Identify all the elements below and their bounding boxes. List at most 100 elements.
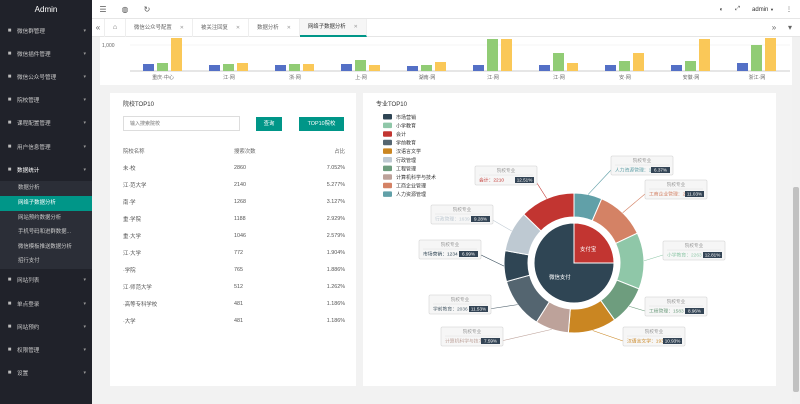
sidebar-item[interactable]: ■ 网站预约 ▾: [0, 315, 92, 338]
legend-swatch[interactable]: [383, 157, 392, 163]
sidebar-item[interactable]: ■ 用户信息管理 ▾: [0, 135, 92, 158]
refresh-icon[interactable]: ↻: [143, 4, 151, 14]
inner-pie-slice[interactable]: [573, 222, 615, 264]
sidebar-item[interactable]: ■ 数据统计 ▾: [0, 158, 92, 181]
slice-percent: 7.59%: [484, 339, 497, 344]
query-button[interactable]: 查询: [256, 117, 282, 131]
slice-name: 学前教育：2036: [433, 306, 468, 313]
chevron-down-icon: ▾: [83, 347, 86, 354]
legend-swatch[interactable]: [383, 182, 392, 189]
sidebar-item[interactable]: ■ 微信插件管理 ▾: [0, 42, 92, 65]
table-row: 重·大学 1046 2.579%: [123, 227, 345, 244]
tab-follow-reply[interactable]: 被关注回复 ✕: [193, 18, 250, 37]
legend-swatch[interactable]: [383, 165, 392, 172]
legend-label[interactable]: 学前教育: [396, 140, 416, 147]
user-menu[interactable]: admin ▼: [752, 7, 774, 13]
bar: [275, 65, 286, 71]
tab-prev-icon[interactable]: «: [95, 23, 101, 32]
label-leader-line: [500, 329, 552, 342]
sidebar-item[interactable]: ■ 微信公众号管理 ▾: [0, 65, 92, 88]
tab-next-icon[interactable]: »: [771, 23, 777, 32]
legend-label[interactable]: 市场营销: [396, 114, 416, 121]
sidebar-item-label: 权限管理: [17, 348, 40, 355]
legend-label[interactable]: 会计: [396, 131, 406, 138]
x-tick-label: 浙江·网: [749, 74, 766, 81]
legend-label[interactable]: 人力资源管理: [396, 191, 426, 198]
percent-badge-bg: [481, 338, 500, 344]
ratio: 3.127%: [326, 198, 345, 205]
chevron-down-icon: ▾: [83, 120, 86, 127]
legend-swatch[interactable]: [383, 174, 392, 180]
sidebar-subitem[interactable]: 微信模板推送数据分析: [18, 243, 72, 250]
fullscreen-icon[interactable]: ⤢: [735, 6, 741, 12]
legend-swatch[interactable]: [383, 139, 392, 146]
table-row: 未·校 2860 7.052%: [123, 159, 345, 176]
school-name: 江·师范大学: [123, 285, 152, 292]
top10-school-button[interactable]: TOP10院校: [299, 117, 344, 131]
theme-icon[interactable]: ◐: [719, 6, 724, 13]
sidebar-item-label: 微信群管理: [17, 28, 45, 35]
legend-swatch[interactable]: [383, 131, 392, 137]
sidebar-item[interactable]: ■ 课程配置管理 ▾: [0, 112, 92, 135]
sidebar-item[interactable]: ■ 网站列表 ▾: [0, 269, 92, 292]
tab-network-data[interactable]: 网络子数据分析 ✕: [299, 18, 367, 37]
legend-label[interactable]: 汉语言文学: [396, 148, 421, 155]
page-scrollbar[interactable]: [792, 37, 800, 404]
tab-menu-icon[interactable]: ▾: [787, 23, 792, 32]
legend-label[interactable]: 工程管理: [396, 165, 416, 172]
sidebar-subitem[interactable]: 手机号码和进群数据...: [18, 229, 72, 236]
legend-swatch[interactable]: [383, 122, 392, 129]
gear-icon: ■: [7, 370, 12, 377]
bar: [671, 65, 682, 71]
school-name: ·学院: [123, 268, 136, 275]
close-icon[interactable]: ✕: [179, 24, 184, 31]
chevron-down-icon: ▾: [83, 27, 86, 34]
sidebar-item[interactable]: ■ 院校管理 ▾: [0, 89, 92, 112]
bar: [567, 63, 578, 71]
bar: [685, 61, 696, 71]
major-panel-title: 专业TOP10: [376, 102, 407, 108]
globe-icon[interactable]: ◍: [121, 4, 129, 14]
sidebar-subitem[interactable]: 数据分析: [18, 185, 40, 192]
sidebar-subitem[interactable]: 网站预约数据分析: [18, 214, 62, 221]
tab-data-analysis[interactable]: 数据分析 ✕: [249, 18, 300, 37]
calendar-icon: ■: [7, 323, 12, 330]
outer-ring-slice[interactable]: [614, 232, 645, 290]
sidebar-item[interactable]: ■ 微信群管理 ▾: [0, 19, 92, 42]
sidebar-item-label: 微信插件管理: [17, 51, 51, 58]
slice-percent: 12.81%: [705, 253, 721, 258]
school-name: ·高等专科学校: [123, 302, 158, 309]
legend-label[interactable]: 计算机科学与技术: [396, 174, 436, 181]
sidebar-item[interactable]: ■ 单点登录 ▾: [0, 292, 92, 315]
close-icon[interactable]: ✕: [353, 23, 358, 30]
close-icon[interactable]: ✕: [235, 24, 241, 31]
more-icon[interactable]: ⋮: [786, 7, 792, 13]
ratio: 2.929%: [326, 215, 345, 222]
sidebar-item[interactable]: ■ 设置 ▾: [0, 362, 92, 385]
bar: [633, 53, 644, 71]
close-icon[interactable]: ✕: [286, 24, 291, 31]
legend-swatch[interactable]: [383, 191, 392, 197]
sidebar-subitem[interactable]: 招行支付: [18, 258, 40, 265]
school-search-input[interactable]: [123, 116, 240, 131]
tab-wechat-config[interactable]: 微信公众号配置 ✕: [126, 18, 193, 37]
menu-toggle-icon[interactable]: ☰: [99, 4, 107, 14]
legend-swatch[interactable]: [383, 114, 392, 120]
label-leader-line: [592, 330, 624, 342]
legend-swatch[interactable]: [383, 148, 392, 154]
sidebar-item[interactable]: ■ 权限管理 ▾: [0, 338, 92, 361]
school-name: 南·学: [123, 199, 136, 206]
legend-label[interactable]: 行政管理: [396, 157, 416, 164]
slice-percent: 12.51%: [517, 178, 533, 183]
legend-label[interactable]: 工商企业管理: [396, 183, 426, 190]
legend-label[interactable]: 小学教育: [396, 122, 416, 129]
outer-ring-slice[interactable]: [523, 192, 575, 232]
school-panel-title: 院校TOP10: [123, 102, 154, 108]
col-search-count: 搜索次数: [234, 149, 256, 155]
col-school-name: 院校名称: [123, 149, 145, 155]
sidebar-subitem[interactable]: 网络子数据分析: [0, 195, 92, 211]
scrollbar-thumb[interactable]: [793, 187, 799, 392]
home-icon[interactable]: ⌂: [104, 18, 126, 37]
